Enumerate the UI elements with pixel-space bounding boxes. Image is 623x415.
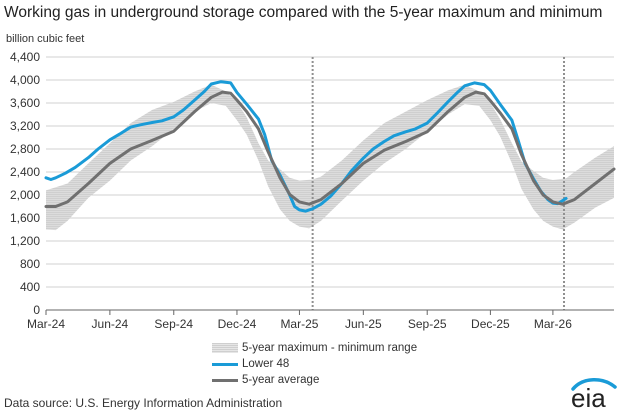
legend-swatch-lower48 [212,362,238,366]
range-band [46,84,614,231]
legend-item-range: 5-year maximum - minimum range [212,340,417,356]
x-tick-label: Sep-24 [154,317,193,331]
series-line-lower48 [44,80,568,213]
y-tick-label: 1,200 [10,234,40,248]
y-tick-label: 4,400 [10,50,40,64]
y-tick-label: 3,600 [10,96,40,110]
series-layer [44,80,616,213]
y-tick-label: 2,400 [10,165,40,179]
y-tick-label: 800 [20,257,40,271]
x-tick-label: Mar-25 [280,317,318,331]
y-tick-label: 0 [33,303,40,317]
x-tick-label: Dec-25 [471,317,510,331]
range-band-layer [46,84,614,231]
legend-label-avg: 5-year average [242,374,320,386]
legend-item-lower48: Lower 48 [212,356,417,372]
eia-logo: eia [571,378,617,410]
legend-label-range: 5-year maximum - minimum range [242,342,418,354]
axes: 0 400 800 1,200 1,600 2,000 2,400 2,800 3,200 3,6… [10,50,614,331]
x-tick-label: Mar-24 [27,317,65,331]
x-tick-label: Jun-24 [92,317,129,331]
y-axis-units: billion cubic feet [6,33,85,45]
logo-text: eia [571,383,606,410]
legend-swatch-range [212,343,238,353]
legend-swatch-avg [212,378,238,382]
legend-label-lower48: Lower 48 [242,358,290,370]
x-tick-label: Jun-25 [345,317,382,331]
y-tick-label: 1,600 [10,211,40,225]
series-line-avg [44,90,616,208]
x-tick-label: Dec-24 [218,317,257,331]
y-tick-label: 2,000 [10,188,40,202]
data-source: Data source: U.S. Energy Information Adm… [4,396,283,410]
legend: 5-year maximum - minimum range Lower 48 … [212,340,417,388]
chart-title: Working gas in underground storage compa… [4,4,603,21]
y-tick-label: 3,200 [10,119,40,133]
logo-swoosh [571,378,617,391]
legend-item-avg: 5-year average [212,372,417,388]
y-tick-label: 400 [20,280,40,294]
x-tick-label: Sep-25 [408,317,447,331]
y-tick-label: 2,800 [10,142,40,156]
y-tick-label: 4,000 [10,73,40,87]
x-tick-label: Mar-26 [534,317,572,331]
